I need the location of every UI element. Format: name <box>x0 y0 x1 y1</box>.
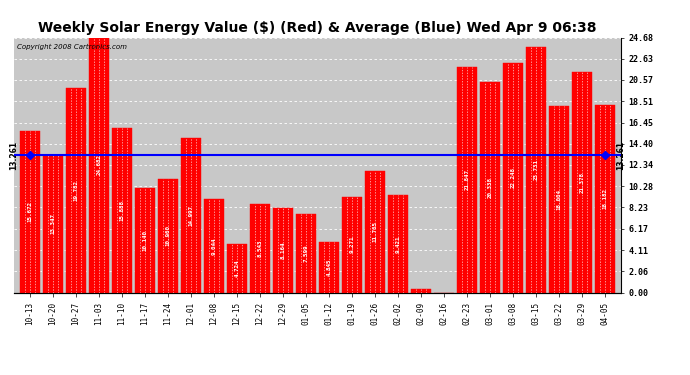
Text: 19.782: 19.782 <box>73 180 79 201</box>
Bar <box>526 47 546 292</box>
Bar <box>549 106 569 292</box>
Text: 21.847: 21.847 <box>464 169 469 190</box>
Bar <box>503 63 523 292</box>
Text: 10.960: 10.960 <box>166 225 170 246</box>
Text: 4.724: 4.724 <box>235 260 239 277</box>
Bar <box>319 243 339 292</box>
Text: 13.261: 13.261 <box>616 141 625 170</box>
Text: 14.997: 14.997 <box>188 204 193 225</box>
Text: Copyright 2008 Cartronics.com: Copyright 2008 Cartronics.com <box>17 44 127 50</box>
Text: 22.248: 22.248 <box>511 167 515 188</box>
Bar <box>135 188 155 292</box>
Bar <box>66 88 86 292</box>
Text: 20.338: 20.338 <box>487 177 493 198</box>
Bar <box>89 38 109 292</box>
Text: 9.044: 9.044 <box>211 237 217 255</box>
Text: 15.888: 15.888 <box>119 200 124 221</box>
Text: 18.182: 18.182 <box>602 188 607 209</box>
Text: 13.261: 13.261 <box>10 141 19 170</box>
Text: 10.140: 10.140 <box>142 230 148 251</box>
Bar <box>296 214 316 292</box>
Bar <box>20 130 40 292</box>
Bar <box>388 195 408 292</box>
Bar <box>595 105 615 292</box>
Text: 7.599: 7.599 <box>304 244 308 262</box>
Text: 9.271: 9.271 <box>349 236 355 254</box>
Bar <box>158 179 178 292</box>
Bar <box>457 67 477 292</box>
Text: 8.164: 8.164 <box>280 242 286 259</box>
Bar <box>411 289 431 292</box>
Text: 15.672: 15.672 <box>28 201 32 222</box>
Bar <box>204 199 224 292</box>
Title: Weekly Solar Energy Value ($) (Red) & Average (Blue) Wed Apr 9 06:38: Weekly Solar Energy Value ($) (Red) & Av… <box>38 21 597 35</box>
Text: 11.765: 11.765 <box>373 221 377 242</box>
Bar <box>273 208 293 292</box>
Bar <box>227 244 247 292</box>
Text: 4.845: 4.845 <box>326 259 331 276</box>
Bar <box>181 138 201 292</box>
Text: 13.347: 13.347 <box>50 213 55 234</box>
Text: 24.682: 24.682 <box>97 154 101 176</box>
Bar <box>250 204 270 292</box>
Text: 9.421: 9.421 <box>395 235 400 253</box>
Text: 23.731: 23.731 <box>533 159 538 180</box>
Bar <box>572 72 592 292</box>
Bar <box>112 128 132 292</box>
Bar <box>365 171 385 292</box>
Bar <box>43 154 63 292</box>
Text: 8.543: 8.543 <box>257 240 262 257</box>
Text: 18.004: 18.004 <box>556 189 562 210</box>
Text: 21.378: 21.378 <box>580 171 584 192</box>
Bar <box>480 82 500 292</box>
Bar <box>342 197 362 292</box>
